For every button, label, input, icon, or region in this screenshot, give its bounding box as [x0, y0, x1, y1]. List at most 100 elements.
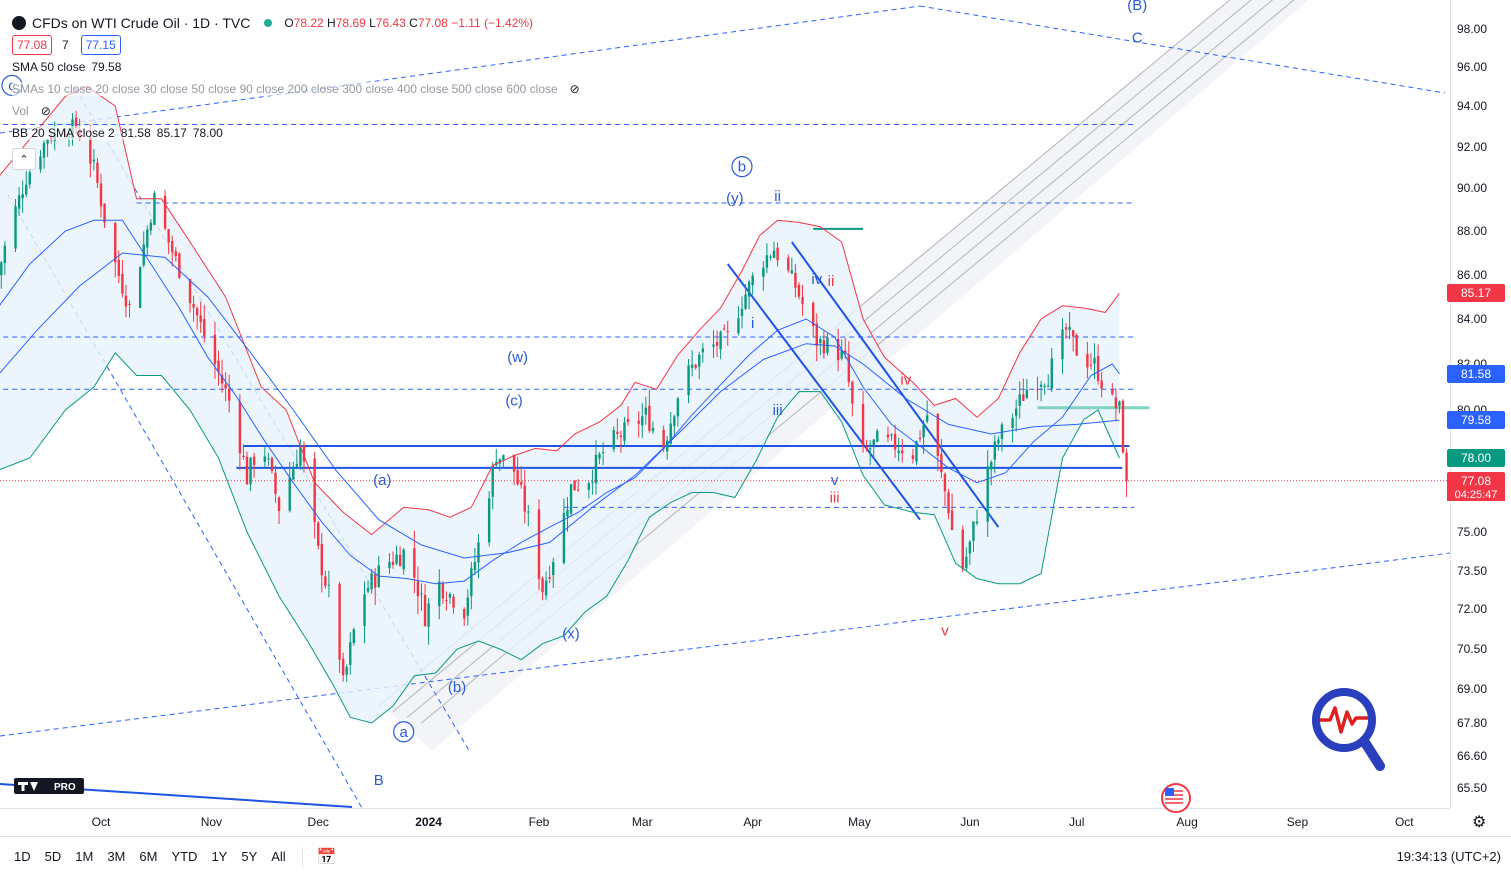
candle-body	[936, 414, 940, 456]
time-tick: Jun	[960, 815, 980, 829]
candle-body	[523, 485, 526, 512]
wave-label: iv	[900, 372, 911, 389]
candle-body	[626, 418, 630, 423]
candle-body	[263, 456, 267, 463]
time-axis[interactable]: Oct Nov Dec 2024 Feb Mar Apr May Jun Jul Aug Sep Oct	[0, 808, 1450, 837]
price-axis[interactable]: 98.00 96.00 94.00 92.00 90.00 88.00 86.00 84.00…	[1447, 0, 1511, 808]
candle-body	[975, 521, 979, 524]
settings-gear-icon[interactable]: ⚙	[1472, 814, 1487, 831]
candle-body	[423, 594, 427, 626]
candle-body	[398, 554, 402, 567]
candle-body	[641, 416, 644, 426]
candle-body	[776, 247, 779, 261]
candle-body	[89, 137, 92, 164]
candle-body	[1096, 356, 1100, 382]
price-tick: 70.50	[1457, 642, 1488, 656]
candle-body	[911, 455, 915, 459]
candle-body	[128, 303, 131, 305]
indicator-sma50[interactable]: SMA 50 close 79.58	[12, 60, 122, 74]
timeframe-button[interactable]: 6M	[139, 849, 158, 864]
timeframe-button[interactable]: 1D	[14, 849, 31, 864]
price-tick: 86.00	[1457, 268, 1488, 282]
ask-button[interactable]: 77.15	[80, 35, 121, 55]
candle-body	[840, 350, 843, 359]
wave-label: (x)	[562, 625, 580, 642]
vol-hidden-eye-icon[interactable]: ⊘	[40, 104, 51, 118]
chart-title[interactable]: CFDs on WTI Crude Oil · 1D · TVC	[32, 15, 251, 31]
candle-body	[470, 568, 473, 597]
candle-body	[487, 498, 491, 543]
legend: CFDs on WTI Crude Oil · 1D · TVC O78.22 …	[12, 12, 580, 170]
candle-body	[167, 229, 170, 243]
indicator-vol[interactable]: Vol ⊘	[12, 104, 51, 118]
candle-body	[744, 294, 747, 309]
candle-body	[473, 562, 477, 571]
candle-body	[46, 139, 49, 144]
candle-body	[740, 308, 744, 316]
chevron-up-icon: ⌃	[19, 153, 29, 166]
candle-body	[192, 304, 195, 308]
candle-body	[972, 521, 975, 541]
indicator-bb[interactable]: BB 20 SMA close 2 81.58 85.17 78.00	[12, 126, 223, 140]
bid-button[interactable]: 77.08	[12, 35, 53, 55]
candle-body	[317, 522, 320, 546]
candle-body	[751, 275, 754, 286]
candle-body	[587, 483, 591, 490]
tradingview-logo: PRO	[14, 778, 84, 794]
candle-body	[901, 450, 904, 454]
timeframe-button[interactable]: 5D	[44, 849, 62, 864]
candle-body	[548, 577, 551, 579]
candle-body	[203, 318, 206, 336]
candle-body	[644, 407, 648, 415]
candle-body	[1111, 388, 1114, 395]
candle-body	[576, 489, 580, 491]
time-tick: Dec	[307, 815, 329, 829]
wave-label: (y)	[726, 190, 744, 207]
candle-body	[712, 344, 715, 347]
indicator-smas[interactable]: SMAs 10 close 20 close 30 close 50 close…	[12, 82, 580, 96]
us-flag-icon[interactable]	[1161, 783, 1191, 813]
time-tick: Nov	[200, 815, 223, 829]
clock[interactable]: 19:34:13 (UTC+2)	[1396, 849, 1501, 864]
candle-body	[1075, 334, 1078, 356]
timeframe-button[interactable]: YTD	[171, 849, 198, 864]
candle-body	[844, 350, 847, 353]
candle-body	[569, 484, 573, 514]
bb-upper-badge: 85.17	[1447, 284, 1505, 303]
candle-body	[562, 513, 566, 563]
candle-body	[541, 578, 544, 593]
timeframe-button[interactable]: 1M	[75, 849, 94, 864]
candle-body	[925, 415, 929, 422]
candle-body	[245, 456, 249, 485]
timeframe-button[interactable]: All	[271, 849, 286, 864]
candle-body	[395, 554, 398, 564]
candle-body	[968, 541, 972, 554]
price-tick: 96.00	[1457, 60, 1488, 74]
timeframe-button[interactable]: 5Y	[241, 849, 258, 864]
candle-body	[915, 441, 918, 462]
timeframe-button[interactable]: 3M	[107, 849, 126, 864]
candle-body	[149, 222, 153, 231]
candle-body	[242, 455, 245, 457]
candle-body	[993, 441, 997, 460]
candle-body	[174, 251, 177, 257]
wave-label: (c)	[505, 392, 523, 409]
candle-body	[352, 629, 356, 644]
timeframe-button[interactable]: 1Y	[211, 849, 228, 864]
candle-body	[295, 464, 299, 467]
calendar-icon[interactable]: 📅	[301, 846, 337, 867]
candle-body	[1018, 394, 1021, 406]
upper-trendline	[0, 5, 921, 134]
hidden-eye-icon[interactable]: ⊘	[569, 82, 580, 96]
candle-body	[178, 253, 181, 278]
collapse-legend-button[interactable]: ⌃	[12, 148, 36, 170]
candle-body	[890, 434, 893, 436]
candle-body	[363, 594, 366, 626]
candle-body	[373, 574, 377, 588]
candle-body	[153, 193, 156, 225]
candle-body	[812, 302, 815, 327]
candle-body	[601, 452, 605, 454]
candle-body	[701, 348, 705, 353]
